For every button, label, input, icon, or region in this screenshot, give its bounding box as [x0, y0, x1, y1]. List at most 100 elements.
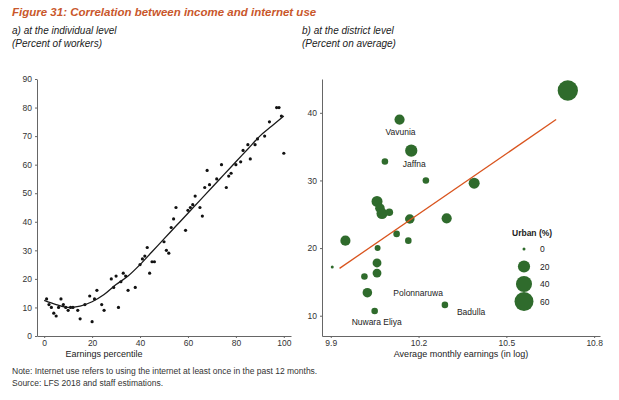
point: [282, 152, 285, 155]
bubble: [361, 273, 368, 280]
point: [268, 120, 271, 123]
point: [239, 160, 242, 163]
fit-line: [340, 120, 557, 269]
point-label: Nuwara Eliya: [352, 317, 402, 327]
y-axis: 0102030405060708090: [23, 74, 38, 341]
point: [114, 274, 117, 277]
point: [52, 312, 55, 315]
point: [134, 286, 137, 289]
tick-mark: [320, 248, 322, 249]
point: [100, 303, 103, 306]
point: [76, 309, 79, 312]
tick: 70: [23, 131, 37, 141]
point: [143, 254, 146, 257]
point: [167, 252, 170, 255]
bubble: [373, 269, 382, 278]
tick-mark: [35, 222, 37, 223]
point: [227, 174, 230, 177]
bubble: [375, 245, 381, 251]
chart-title: a) at the individual level: [12, 25, 117, 36]
fit-line: [44, 116, 284, 307]
point: [67, 309, 70, 312]
plot-area: [44, 106, 285, 323]
point: [102, 309, 105, 312]
tick-label: 10.8: [586, 338, 603, 348]
legend-label: 0: [540, 244, 545, 254]
bubble: [558, 80, 578, 100]
tick-label: 0: [27, 331, 32, 341]
tick-label: 40: [308, 108, 318, 118]
point: [62, 303, 65, 306]
tick-label: 60: [23, 160, 33, 170]
tick: 20: [88, 336, 98, 348]
point: [184, 229, 187, 232]
tick-label: 10.2: [411, 338, 428, 348]
bubble: [405, 145, 417, 157]
point: [174, 206, 177, 209]
point: [194, 194, 197, 197]
tick-label: 10: [23, 303, 33, 313]
tick: 100: [277, 336, 291, 348]
chart-subtitle: (Percent on average): [302, 38, 396, 49]
bubble: [382, 158, 389, 165]
bubble: [373, 259, 382, 268]
bubble: [423, 177, 430, 184]
point: [88, 294, 91, 297]
bubble: [442, 213, 452, 223]
tick: 20: [23, 274, 37, 284]
point: [110, 277, 113, 280]
tick-label: 10.5: [499, 338, 516, 348]
chart-title: b) at the district level: [302, 25, 394, 36]
legend-title: Urban (%): [512, 228, 552, 238]
legend-symbol: [515, 292, 534, 311]
tick: 20: [308, 243, 322, 253]
figure-title: Figure 31: Correlation between income an…: [12, 6, 317, 18]
tick-label: 0: [42, 338, 47, 348]
source: Source: LFS 2018 and staff estimations.: [12, 378, 163, 388]
tick-label: 20: [308, 243, 318, 253]
x-axis: 0 20 40 60 80 100: [38, 336, 292, 348]
axis-line: [38, 336, 292, 337]
point: [45, 297, 48, 300]
legend-symbol: [518, 260, 530, 272]
tick: 40: [308, 108, 322, 118]
tick-label: 80: [23, 103, 33, 113]
axis-line: [323, 336, 601, 337]
tick: 60: [23, 160, 37, 170]
tick: 9.9: [325, 336, 337, 348]
tick-label: 20: [23, 274, 33, 284]
tick-mark: [35, 165, 37, 166]
point: [146, 246, 149, 249]
tick: 90: [23, 74, 37, 84]
tick: 10: [308, 311, 322, 321]
tick: 40: [136, 336, 146, 348]
legend-label: 60: [540, 297, 550, 307]
point: [50, 306, 53, 309]
tick-mark: [35, 193, 37, 194]
tick-mark: [35, 136, 37, 137]
point: [117, 306, 120, 309]
tick-mark: [320, 316, 322, 317]
bubble: [394, 115, 404, 125]
bubble: [363, 288, 373, 298]
tick-label: 30: [23, 246, 33, 256]
tick-label: 9.9: [325, 338, 337, 348]
tick-label: 60: [184, 338, 194, 348]
point: [47, 303, 50, 306]
tick: 10.5: [499, 336, 516, 348]
bubble: [442, 302, 449, 309]
y-axis: 10203040: [308, 80, 323, 337]
bubble: [371, 308, 378, 315]
point: [126, 289, 129, 292]
point: [170, 226, 173, 229]
point: [220, 163, 223, 166]
tick-label: 80: [232, 338, 242, 348]
tick: 10.8: [586, 336, 603, 348]
point: [153, 260, 156, 263]
point: [148, 272, 151, 275]
point: [208, 183, 211, 186]
bubble: [393, 231, 400, 238]
tick: 0: [27, 331, 37, 341]
point-label: Badulla: [457, 307, 486, 317]
legend: Urban (%)0204060: [512, 228, 552, 311]
